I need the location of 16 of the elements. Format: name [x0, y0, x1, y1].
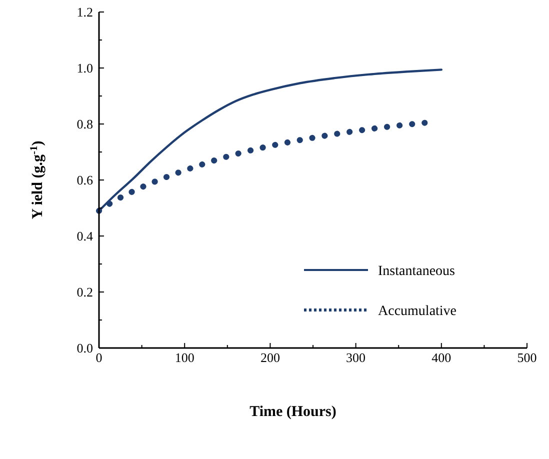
- x-tick-label: 500: [517, 350, 537, 365]
- y-tick-label: 1.0: [76, 60, 93, 76]
- y-tick-label: 0.8: [76, 116, 93, 132]
- legend-label: Instantaneous: [378, 264, 455, 279]
- x-tick-label: 0: [96, 350, 102, 365]
- x-tick-label: 300: [346, 350, 366, 365]
- x-tick-label: 100: [174, 350, 194, 365]
- y-tick-label: 0.2: [76, 284, 93, 300]
- x-axis-title: Time (Hours): [250, 404, 336, 420]
- y-tick-label: 1.2: [76, 4, 93, 20]
- x-tick-label: 200: [260, 350, 280, 365]
- y-tick-label: 0.6: [76, 172, 94, 188]
- y-tick-label: 0.4: [76, 228, 94, 244]
- legend-label: Accumulative: [378, 304, 457, 319]
- x-tick-label: 400: [432, 350, 452, 365]
- y-tick-label: 0.0: [76, 340, 93, 356]
